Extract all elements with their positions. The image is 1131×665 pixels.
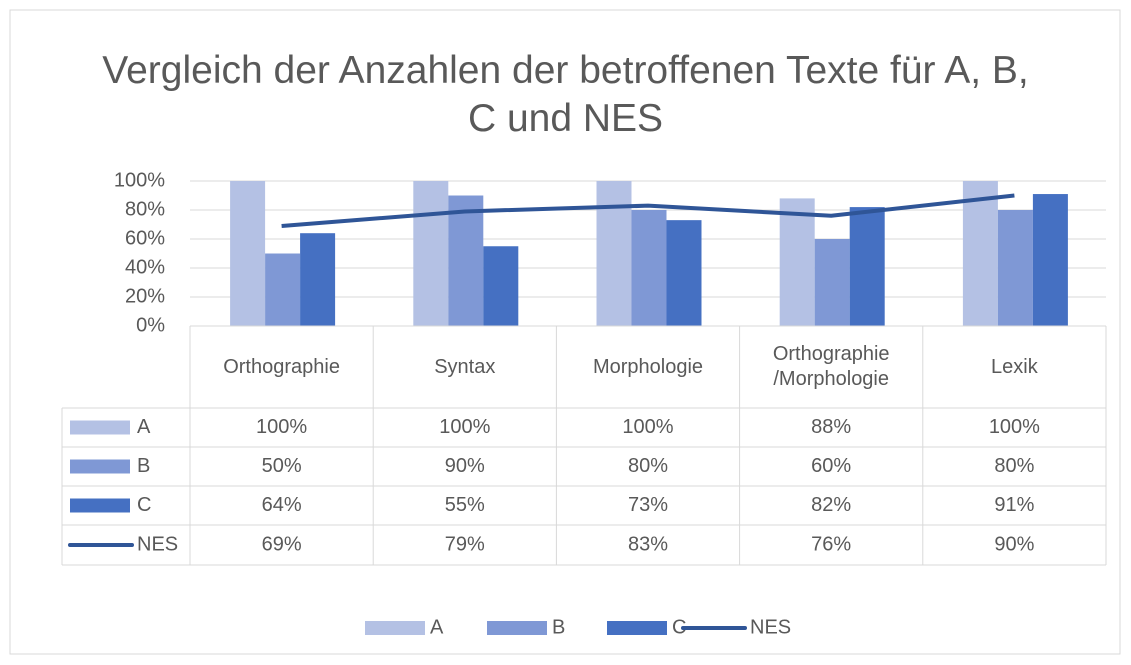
- bar: [230, 181, 266, 326]
- bar: [849, 207, 885, 326]
- table-value: 90%: [445, 455, 485, 477]
- bar: [483, 246, 519, 326]
- bar: [448, 195, 484, 326]
- legend-label: B: [552, 616, 565, 638]
- table-value: 64%: [262, 494, 302, 516]
- legend-key: [607, 621, 667, 635]
- legend-label: C: [672, 616, 686, 638]
- y-tick-label: 100%: [114, 169, 165, 191]
- table-value: 73%: [628, 494, 668, 516]
- table-value: 80%: [994, 455, 1034, 477]
- y-tick-label: 80%: [125, 198, 165, 220]
- category-cell: Orthographie /Morphologie: [772, 343, 890, 390]
- y-tick-label: 40%: [125, 256, 165, 278]
- chart-border: [9, 9, 1121, 655]
- table-key: [70, 459, 130, 474]
- table-value: 100%: [256, 416, 307, 438]
- legend-key: [487, 621, 547, 635]
- table-value: 55%: [445, 494, 485, 516]
- bar: [300, 233, 336, 326]
- table-value: 100%: [439, 416, 490, 438]
- category-cell: Orthographie: [223, 355, 340, 378]
- table-value: 60%: [811, 455, 851, 477]
- x-tick-label: Orthographie: [223, 355, 340, 378]
- legend-label: NES: [750, 616, 791, 638]
- x-tick-label: Morphologie: [592, 355, 704, 378]
- table-value: 83%: [628, 533, 668, 555]
- table-value: 79%: [445, 533, 485, 555]
- table-key: [70, 498, 130, 513]
- bar: [596, 181, 632, 326]
- x-tick-label: Orthographie /Morphologie: [772, 343, 890, 390]
- table-value: 82%: [811, 494, 851, 516]
- table-series-name: B: [137, 455, 150, 477]
- table-value: 91%: [994, 494, 1034, 516]
- table-value: 100%: [989, 416, 1040, 438]
- y-tick-label: 20%: [125, 285, 165, 307]
- table-value: 76%: [811, 533, 851, 555]
- x-tick-label: Syntax: [434, 355, 496, 378]
- table-series-name: NES: [137, 533, 178, 555]
- y-tick-label: 60%: [125, 227, 165, 249]
- bar: [265, 253, 301, 326]
- table-value: 69%: [262, 533, 302, 555]
- line-series: [281, 193, 1015, 228]
- table-value: 50%: [262, 455, 302, 477]
- table-value: 90%: [994, 533, 1034, 555]
- table-value: 80%: [628, 455, 668, 477]
- bar: [413, 181, 449, 326]
- y-tick-label: 0%: [136, 314, 165, 336]
- category-cell: Morphologie: [592, 355, 704, 378]
- table-series-name: C: [137, 494, 151, 516]
- table-value: 88%: [811, 416, 851, 438]
- chart-title: Vergleich der Anzahlen der betroffenen T…: [102, 49, 1029, 140]
- bar: [814, 239, 850, 326]
- bar: [997, 210, 1033, 326]
- legend-key: [365, 621, 425, 635]
- x-tick-label: Lexik: [991, 355, 1038, 378]
- table-series-name: A: [137, 416, 151, 438]
- category-cell: Syntax: [434, 355, 496, 378]
- title-box: Vergleich der Anzahlen der betroffenen T…: [102, 49, 1029, 140]
- table-key: [70, 420, 130, 435]
- bar: [962, 181, 998, 326]
- bar: [1032, 194, 1068, 326]
- category-cell: Lexik: [991, 355, 1038, 378]
- bar: [666, 220, 702, 326]
- bar: [779, 198, 815, 326]
- legend-label: A: [430, 616, 444, 638]
- table-value: 100%: [622, 416, 673, 438]
- bar: [631, 210, 667, 326]
